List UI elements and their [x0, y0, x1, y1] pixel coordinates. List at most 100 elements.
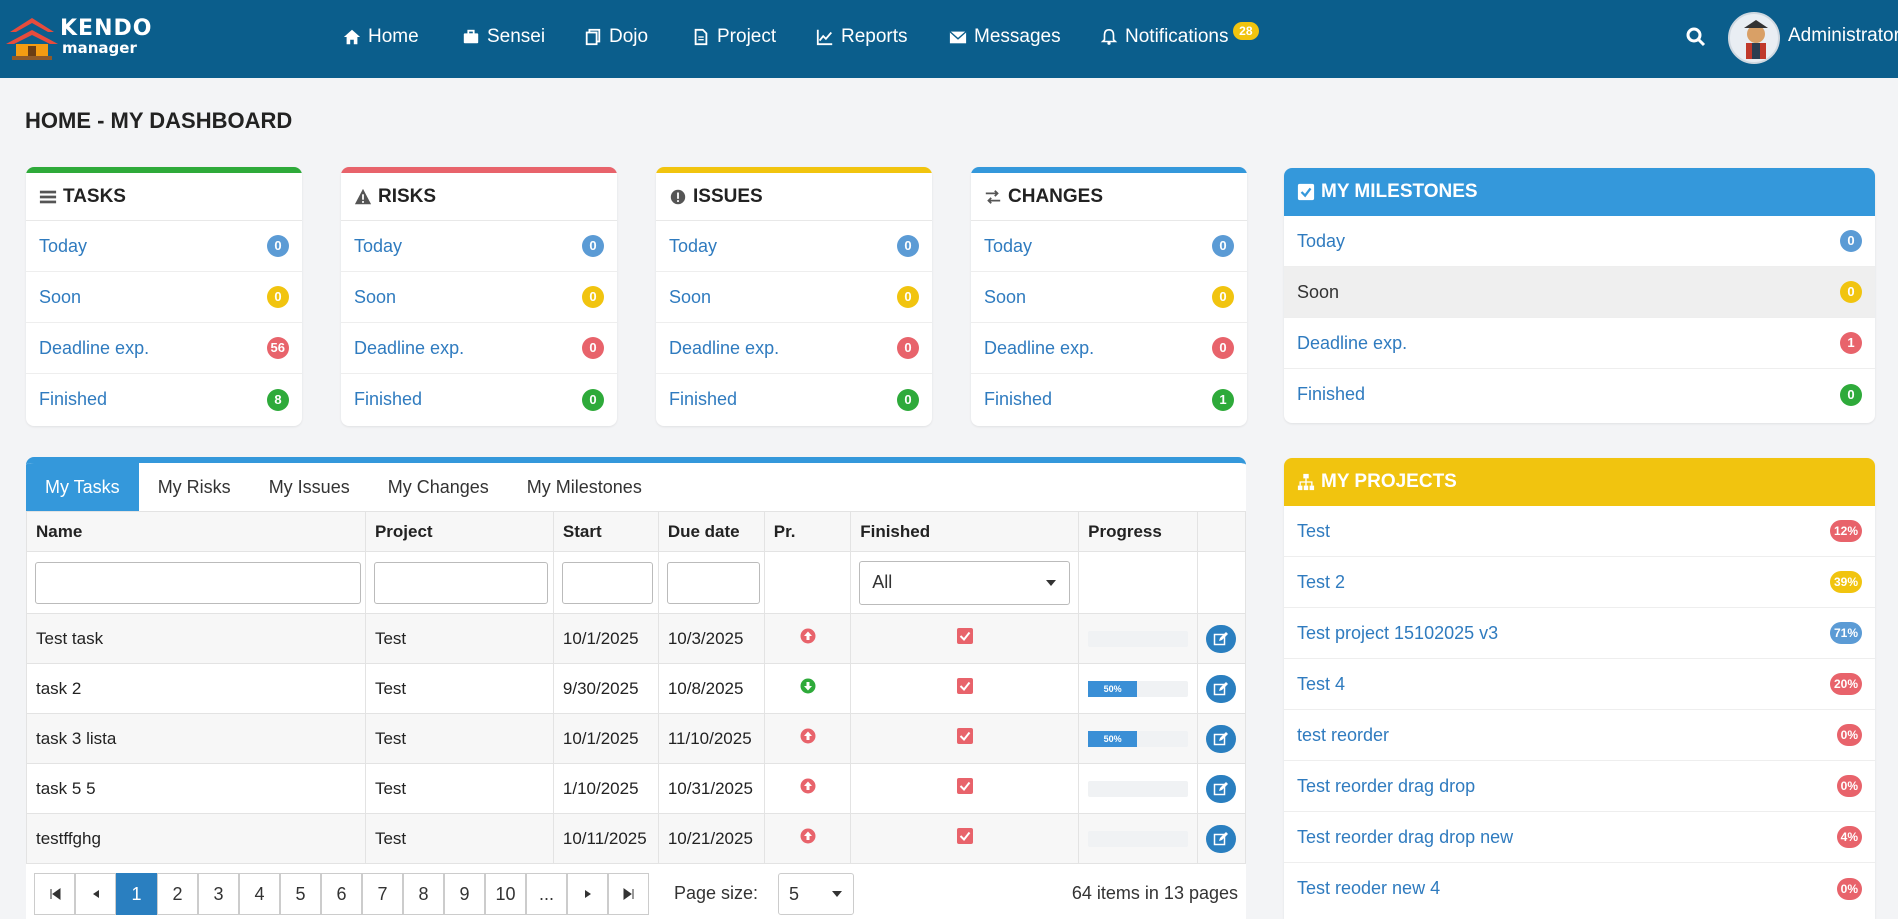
pager-info: 64 items in 13 pages [1071, 883, 1238, 903]
count-badge: 0 [1212, 235, 1234, 257]
finished-checkbox-icon[interactable] [956, 778, 973, 794]
page-button-more[interactable]: ... [526, 873, 567, 915]
edit-button[interactable] [1206, 774, 1237, 803]
row-label: Deadline exp. [354, 337, 465, 358]
first-page-button[interactable] [34, 873, 75, 915]
prev-page-button[interactable] [75, 873, 116, 915]
tab-my-changes[interactable]: My Changes [387, 476, 489, 497]
issues-deadline-exp--row[interactable]: Deadline exp. 0 [656, 323, 932, 374]
nav-messages[interactable]: Messages [949, 26, 1061, 48]
table-row[interactable]: task 5 5 Test 1/10/2025 10/31/2025 [26, 763, 1246, 814]
table-row[interactable]: task 2 Test 9/30/2025 10/8/2025 50% [26, 663, 1246, 714]
dojo-logo-icon [6, 18, 58, 60]
table-row[interactable]: task 3 lista Test 10/1/2025 11/10/2025 50% [26, 713, 1246, 764]
page-button-1[interactable]: 1 [116, 873, 157, 915]
next-page-button[interactable] [567, 873, 608, 915]
column-header-actions[interactable] [1197, 511, 1246, 552]
page-button-3[interactable]: 3 [198, 873, 239, 915]
page-button-9[interactable]: 9 [444, 873, 485, 915]
finished-checkbox-icon[interactable] [956, 828, 973, 844]
tab-my-milestones[interactable]: My Milestones [526, 476, 642, 497]
table-row[interactable]: testffghg Test 10/11/2025 10/21/2025 [26, 813, 1246, 864]
tab-my-risks[interactable]: My Risks [157, 476, 231, 497]
start-filter-input[interactable] [561, 561, 653, 604]
risks-soon-row[interactable]: Soon 0 [341, 272, 617, 323]
column-header-start[interactable]: Start [552, 511, 659, 552]
due-date-filter-input[interactable] [666, 561, 760, 604]
column-header-pr-[interactable]: Pr. [763, 511, 852, 552]
copy-icon [585, 28, 601, 46]
tab-my-tasks[interactable]: My Tasks [26, 463, 139, 511]
changes-soon-row[interactable]: Soon 0 [971, 272, 1247, 323]
tasks-soon-row[interactable]: Soon 0 [26, 272, 302, 323]
project-row[interactable]: Test project 15102025 v3 71% [1284, 608, 1875, 659]
project-row[interactable]: Test 4 20% [1284, 659, 1875, 710]
cell-start: 10/1/2025 [552, 713, 659, 764]
tab-my-issues[interactable]: My Issues [268, 476, 350, 497]
nav-dojo[interactable]: Dojo [584, 26, 648, 48]
tasks-finished-row[interactable]: Finished 8 [26, 374, 302, 425]
count-badge: 0 [897, 337, 919, 359]
nav-reports[interactable]: Reports [816, 26, 908, 48]
nav-sensei[interactable]: Sensei [462, 26, 545, 48]
nav-home[interactable]: Home [343, 26, 419, 48]
page-button-4[interactable]: 4 [239, 873, 280, 915]
milestone-today-row[interactable]: Today 0 [1284, 216, 1875, 267]
page-button-2[interactable]: 2 [157, 873, 198, 915]
cell-finished [850, 813, 1080, 864]
project-row[interactable]: Test reoder new 4 0% [1284, 863, 1875, 914]
changes-finished-row[interactable]: Finished 1 [971, 374, 1247, 425]
column-header-finished[interactable]: Finished [850, 511, 1080, 552]
column-header-project[interactable]: Project [364, 511, 554, 552]
project-row[interactable]: Test reorder drag drop 0% [1284, 761, 1875, 812]
name-filter-input[interactable] [35, 561, 361, 604]
edit-button[interactable] [1206, 824, 1237, 853]
page-button-6[interactable]: 6 [321, 873, 362, 915]
risks-deadline-exp--row[interactable]: Deadline exp. 0 [341, 323, 617, 374]
column-header-progress[interactable]: Progress [1078, 511, 1199, 552]
project-row[interactable]: Test reorder drag drop new 4% [1284, 812, 1875, 863]
milestone-deadline-exp--row[interactable]: Deadline exp. 1 [1284, 318, 1875, 369]
column-header-name[interactable]: Name [26, 511, 366, 552]
project-row[interactable]: Test 12% [1284, 506, 1875, 557]
risks-finished-row[interactable]: Finished 0 [341, 374, 617, 425]
table-row[interactable]: Test task Test 10/1/2025 10/3/2025 [26, 613, 1246, 664]
changes-today-row[interactable]: Today 0 [971, 221, 1247, 272]
user-name[interactable]: Administrator [1788, 25, 1898, 46]
changes-deadline-exp--row[interactable]: Deadline exp. 0 [971, 323, 1247, 374]
user-avatar[interactable] [1728, 12, 1780, 64]
finished-checkbox-icon[interactable] [956, 678, 973, 694]
tasks-today-row[interactable]: Today 0 [26, 221, 302, 272]
risks-today-row[interactable]: Today 0 [341, 221, 617, 272]
project-row[interactable]: test reorder 0% [1284, 710, 1875, 761]
edit-button[interactable] [1206, 674, 1237, 703]
issues-today-row[interactable]: Today 0 [656, 221, 932, 272]
nav-project[interactable]: Project [692, 26, 776, 48]
page-button-5[interactable]: 5 [280, 873, 321, 915]
page-button-7[interactable]: 7 [362, 873, 403, 915]
project-filter-input[interactable] [373, 561, 548, 604]
project-row[interactable]: Test 2 39% [1284, 557, 1875, 608]
nav-notifications[interactable]: Notifications 28 [1100, 22, 1259, 48]
finished-filter-select[interactable]: All [859, 560, 1071, 605]
milestone-soon-row[interactable]: Soon 0 [1284, 267, 1875, 318]
finished-checkbox-icon[interactable] [956, 728, 973, 744]
page-button-8[interactable]: 8 [403, 873, 444, 915]
kendo-logo[interactable]: KENDO manager [6, 14, 156, 64]
page-button-10[interactable]: 10 [485, 873, 526, 915]
issues-soon-row[interactable]: Soon 0 [656, 272, 932, 323]
tasks-deadline-exp--row[interactable]: Deadline exp. 56 [26, 323, 302, 374]
last-page-button[interactable] [608, 873, 649, 915]
count-badge: 0 [582, 337, 604, 359]
edit-button[interactable] [1206, 624, 1237, 653]
edit-button[interactable] [1206, 724, 1237, 753]
page-size-select[interactable]: 5 [778, 873, 854, 915]
finished-checkbox-icon[interactable] [956, 628, 973, 644]
milestone-finished-row[interactable]: Finished 0 [1284, 369, 1875, 420]
column-header-due-date[interactable]: Due date [657, 511, 765, 552]
cell-priority [763, 763, 852, 814]
issues-finished-row[interactable]: Finished 0 [656, 374, 932, 425]
cell-progress: 50% [1078, 713, 1199, 764]
projects-title: MY PROJECTS [1321, 471, 1457, 492]
search-icon[interactable] [1684, 25, 1708, 49]
